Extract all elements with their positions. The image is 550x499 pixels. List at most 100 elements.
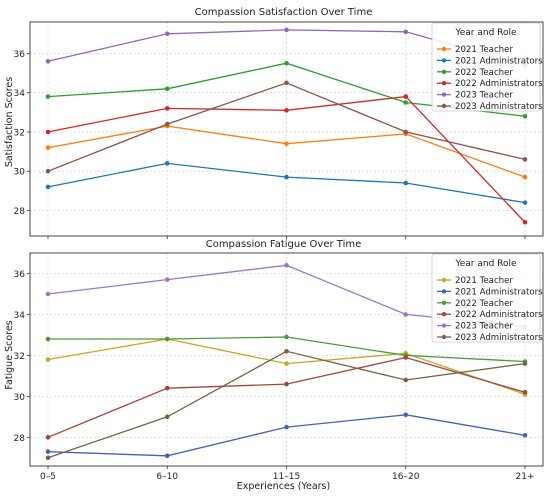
data-point [522,389,528,395]
y-tick-label: 36 [14,270,26,280]
x-tick-label: 11–15 [273,472,300,482]
series-2022-administrators [45,94,528,225]
data-point [284,361,289,366]
legend-swatch-marker [441,46,447,52]
legend-swatch-marker [441,323,447,328]
legend-entry: 2023 Administrators [455,333,543,343]
legend-box [431,22,541,112]
series-2022-administrators [45,355,528,440]
data-point [45,435,51,440]
data-point [284,334,289,340]
legend-entry: 2022 Teacher [455,68,513,78]
legend-entry: 2023 Administrators [455,102,543,112]
data-point [45,58,51,64]
data-point [164,106,170,111]
data-point [522,113,528,119]
data-point [45,449,51,454]
legend-swatch-marker [441,58,447,63]
data-point [284,262,289,268]
legend-box [431,253,541,343]
data-point [164,453,170,459]
data-point [284,27,289,33]
legend-swatch-marker [441,69,447,75]
legend-swatch-marker [441,334,447,340]
data-point [45,184,51,190]
data-point [45,94,51,99]
data-point [403,29,409,35]
legend-entry: 2023 Teacher [455,91,513,101]
y-tick-label: 28 [14,434,26,444]
x-tick-label: 16–20 [392,472,420,482]
chart-title: Compassion Satisfaction Over Time [195,7,373,18]
legend-entry: 2021 Teacher [455,276,513,286]
y-tick-label: 32 [14,352,25,362]
data-point [164,121,170,127]
data-point [284,381,289,387]
data-point [164,385,170,391]
legend-entry: 2021 Administrators [455,287,543,297]
data-point [164,86,170,92]
y-tick-label: 32 [14,128,25,138]
data-point [164,277,170,282]
data-point [164,31,170,37]
data-point [403,377,409,383]
data-point [284,108,289,113]
satisfaction-panel: Compassion Satisfaction Over Time Satisf… [4,7,544,239]
data-point [403,312,409,317]
data-point [164,414,170,420]
legend-entry: 2021 Teacher [455,45,513,55]
legend-swatch-marker [441,300,447,305]
y-tick-label: 34 [14,311,26,321]
series-2022-teacher [45,334,528,364]
x-tick-label: 21+ [516,472,535,482]
data-point [45,168,51,174]
legend-title: Year and Role [454,28,517,38]
series-2021-administrators [45,412,528,459]
data-point [45,291,51,297]
y-axis-label: Fatigue Scores [4,320,15,389]
data-point [403,129,409,135]
legend-swatch-marker [441,81,447,86]
y-axis-label: Satisfaction Scores [4,77,15,167]
data-point [522,219,528,225]
legend-entry: 2021 Administrators [455,56,543,66]
data-point [522,157,528,162]
data-point [522,432,528,438]
legend-swatch-marker [441,277,447,283]
data-point [403,180,409,186]
legend-title: Year and Role [454,259,517,269]
data-point [284,424,289,430]
series-2021-administrators [45,161,528,205]
data-point [284,80,289,86]
data-point [45,129,51,135]
y-tick-label: 30 [14,393,26,403]
chart-title: Compassion Fatigue Over Time [206,239,362,250]
grid [30,253,543,466]
data-point [522,174,528,180]
data-point [403,100,409,105]
legend-entry: 2022 Teacher [455,299,513,309]
legend-swatch-marker [441,103,447,109]
legend-entry: 2022 Administrators [455,310,543,320]
legend-swatch-marker [441,312,447,317]
data-point [164,161,170,166]
data-point [284,141,289,147]
y-tick-label: 30 [14,168,26,178]
y-tick-label: 36 [14,50,26,60]
data-point [45,357,51,362]
x-tick-label: 6–10 [156,472,178,482]
data-point [45,455,51,461]
legend-entry: 2023 Teacher [455,322,513,332]
data-point [284,349,289,354]
y-tick-label: 28 [14,207,26,217]
legend-swatch-marker [441,92,447,97]
series-2023-administrators [45,80,528,174]
data-point [284,174,289,180]
data-point [164,336,170,342]
fatigue-panel: Compassion Fatigue Over Time Fatigue Sco… [4,239,544,492]
series-2023-administrators [45,349,528,461]
data-point [522,361,528,366]
